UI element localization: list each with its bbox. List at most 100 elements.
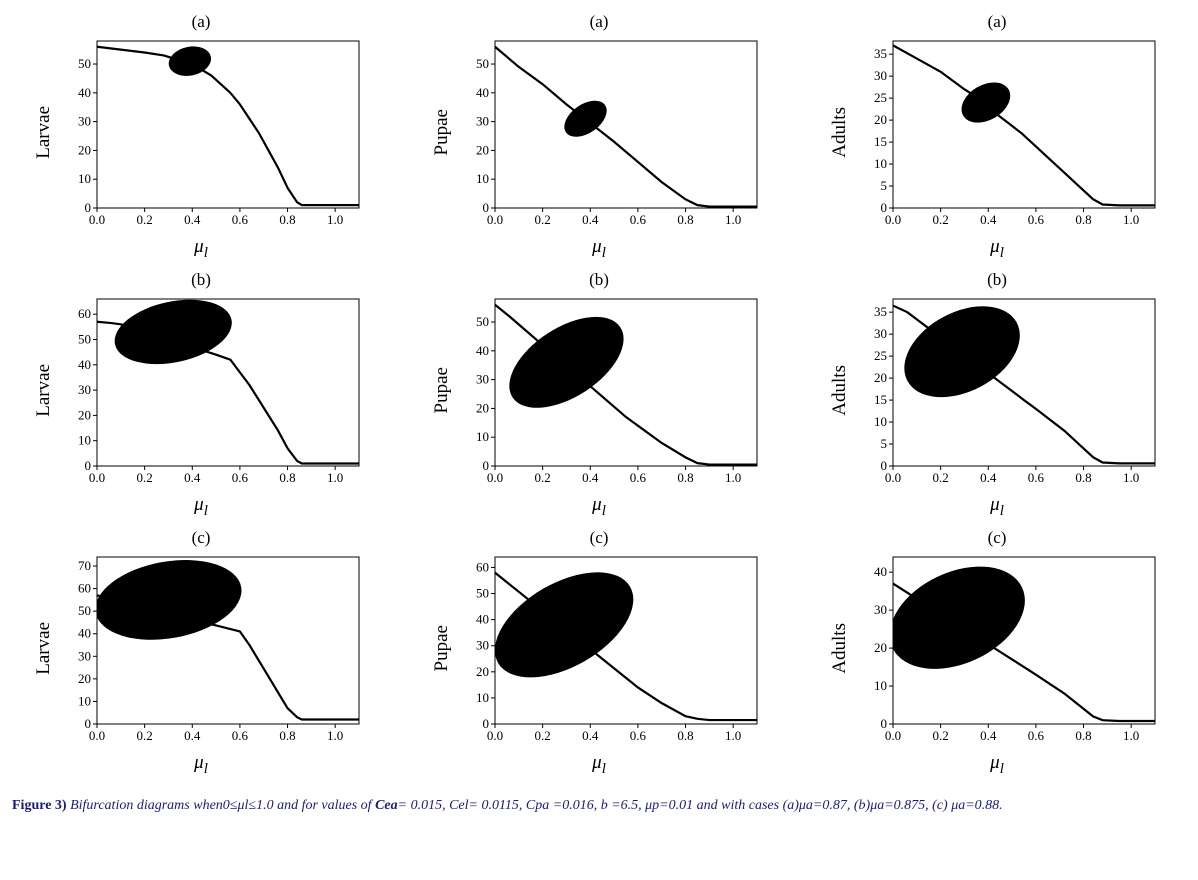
figure-number: Figure 3): [12, 798, 67, 813]
panel-b-adults: (b)Adults0.00.20.40.60.81.00510152025303…: [808, 270, 1186, 520]
chart: 0.00.20.40.60.81.005101520253035: [855, 293, 1165, 488]
y-axis-label: Larvae: [33, 106, 55, 159]
svg-text:0.2: 0.2: [933, 212, 949, 227]
svg-text:50: 50: [78, 56, 91, 71]
svg-text:1.0: 1.0: [1123, 470, 1139, 485]
chart-wrapper: Larvae0.00.20.40.60.81.001020304050: [33, 35, 369, 230]
svg-text:1.0: 1.0: [1123, 728, 1139, 743]
svg-text:20: 20: [476, 400, 489, 415]
svg-text:25: 25: [874, 348, 887, 363]
svg-text:0.6: 0.6: [232, 728, 249, 743]
y-axis-label: Pupae: [431, 367, 453, 413]
svg-text:20: 20: [78, 407, 91, 422]
svg-text:20: 20: [874, 640, 887, 655]
svg-text:60: 60: [78, 306, 91, 321]
svg-text:30: 30: [476, 637, 489, 652]
x-axis-label: μl: [592, 752, 606, 778]
svg-text:0.6: 0.6: [1028, 212, 1045, 227]
bifurcation-chart-svg: 0.00.20.40.60.81.001020304050: [59, 35, 369, 230]
chart-wrapper: Adults0.00.20.40.60.81.005101520253035: [829, 35, 1165, 230]
caption-bold-param: Cea: [375, 798, 398, 813]
svg-text:20: 20: [874, 370, 887, 385]
panel-label: (b): [589, 270, 609, 290]
svg-text:0.2: 0.2: [535, 728, 551, 743]
svg-text:0.8: 0.8: [279, 728, 295, 743]
svg-text:0: 0: [85, 458, 92, 473]
chart: 0.00.20.40.60.81.001020304050: [457, 35, 767, 230]
svg-text:10: 10: [476, 171, 489, 186]
svg-text:0.0: 0.0: [487, 470, 503, 485]
bifurcation-chart-svg: 0.00.20.40.60.81.005101520253035: [855, 293, 1165, 488]
svg-text:0: 0: [483, 200, 490, 215]
svg-text:30: 30: [874, 602, 887, 617]
svg-text:0.6: 0.6: [232, 470, 249, 485]
chart: 0.00.20.40.60.81.005101520253035: [855, 35, 1165, 230]
figure-caption: Figure 3) Bifurcation diagrams when0≤μl≤…: [12, 789, 1186, 816]
caption-params: = 0.015, Cel= 0.0115, Cpa =0.016, b =6.5…: [398, 798, 1003, 813]
svg-text:0.6: 0.6: [630, 470, 647, 485]
svg-text:50: 50: [78, 603, 91, 618]
panel-c-larvae: (c)Larvae0.00.20.40.60.81.00102030405060…: [12, 528, 390, 778]
x-axis-label: μl: [592, 494, 606, 520]
x-axis-label: μl: [194, 494, 208, 520]
svg-text:0.8: 0.8: [279, 470, 295, 485]
chart-wrapper: Larvae0.00.20.40.60.81.00102030405060: [33, 293, 369, 488]
svg-text:0.2: 0.2: [535, 470, 551, 485]
x-axis-label: μl: [592, 236, 606, 262]
panel-label: (a): [192, 12, 211, 32]
svg-text:0.6: 0.6: [630, 728, 647, 743]
svg-text:40: 40: [476, 611, 489, 626]
svg-text:30: 30: [78, 114, 91, 129]
svg-text:0.2: 0.2: [933, 728, 949, 743]
chart-wrapper: Larvae0.00.20.40.60.81.0010203040506070: [33, 551, 369, 746]
svg-text:20: 20: [78, 670, 91, 685]
chart-wrapper: Pupae0.00.20.40.60.81.001020304050: [431, 35, 767, 230]
bifurcation-chart-svg: 0.00.20.40.60.81.00102030405060: [457, 551, 767, 746]
svg-text:0.0: 0.0: [89, 470, 105, 485]
svg-text:0.8: 0.8: [677, 470, 693, 485]
svg-text:0.6: 0.6: [630, 212, 647, 227]
svg-text:70: 70: [78, 558, 91, 573]
svg-text:0.8: 0.8: [1075, 470, 1091, 485]
panel-label: (c): [192, 528, 211, 548]
svg-text:0.0: 0.0: [885, 212, 901, 227]
svg-text:50: 50: [78, 331, 91, 346]
caption-intro: Bifurcation diagrams when0≤μl≤1.0 and fo…: [70, 798, 375, 813]
bifurcation-chart-svg: 0.00.20.40.60.81.0010203040: [855, 551, 1165, 746]
svg-text:1.0: 1.0: [327, 212, 343, 227]
x-axis-label: μl: [990, 236, 1004, 262]
svg-text:25: 25: [874, 90, 887, 105]
panel-a-larvae: (a)Larvae0.00.20.40.60.81.001020304050μl: [12, 12, 390, 262]
svg-text:0: 0: [881, 200, 888, 215]
svg-text:0.8: 0.8: [1075, 212, 1091, 227]
chart: 0.00.20.40.60.81.001020304050: [59, 35, 369, 230]
panel-c-adults: (c)Adults0.00.20.40.60.81.0010203040μl: [808, 528, 1186, 778]
svg-text:0: 0: [881, 458, 888, 473]
chart: 0.00.20.40.60.81.0010203040506070: [59, 551, 369, 746]
svg-text:0.0: 0.0: [885, 728, 901, 743]
svg-text:40: 40: [78, 625, 91, 640]
svg-text:0.4: 0.4: [980, 470, 997, 485]
y-axis-label: Pupae: [431, 625, 453, 671]
y-axis-label: Adults: [829, 107, 851, 158]
bifurcation-chart-svg: 0.00.20.40.60.81.001020304050: [457, 293, 767, 488]
panel-c-pupae: (c)Pupae0.00.20.40.60.81.00102030405060μ…: [410, 528, 788, 778]
svg-text:30: 30: [476, 114, 489, 129]
y-axis-label: Larvae: [33, 364, 55, 417]
svg-text:50: 50: [476, 585, 489, 600]
y-axis-label: Larvae: [33, 622, 55, 675]
svg-text:0.8: 0.8: [279, 212, 295, 227]
svg-text:10: 10: [874, 156, 887, 171]
panel-label: (c): [590, 528, 609, 548]
svg-text:0.2: 0.2: [535, 212, 551, 227]
svg-text:0.4: 0.4: [582, 470, 599, 485]
svg-text:5: 5: [881, 178, 888, 193]
svg-text:0.0: 0.0: [885, 470, 901, 485]
x-axis-label: μl: [194, 752, 208, 778]
chart-wrapper: Pupae0.00.20.40.60.81.001020304050: [431, 293, 767, 488]
svg-text:0.8: 0.8: [1075, 728, 1091, 743]
svg-text:0.2: 0.2: [137, 470, 153, 485]
y-axis-label: Pupae: [431, 109, 453, 155]
svg-text:0.0: 0.0: [89, 728, 105, 743]
bifurcation-chart-svg: 0.00.20.40.60.81.001020304050: [457, 35, 767, 230]
